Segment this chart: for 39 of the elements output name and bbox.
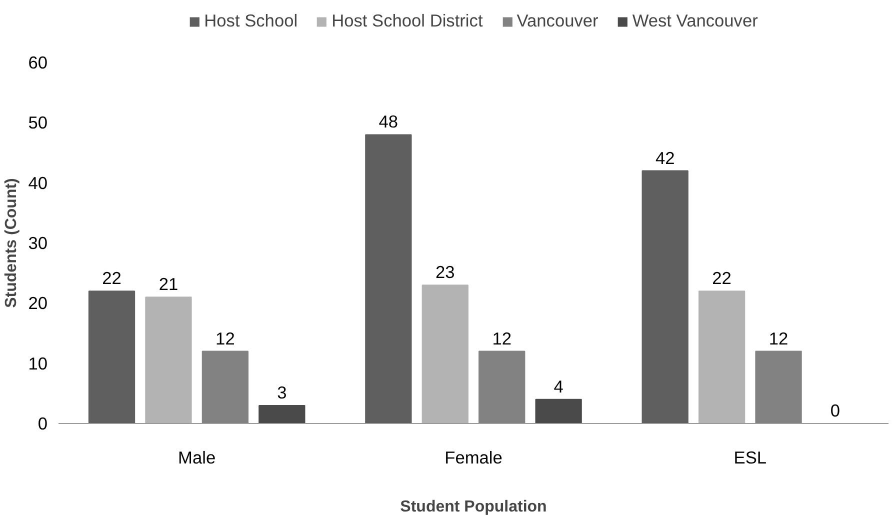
data-label: 22: [102, 268, 122, 288]
bar: [202, 350, 249, 424]
data-label: 23: [436, 262, 455, 282]
bar: [145, 296, 192, 424]
bar: [258, 404, 306, 424]
legend-label: Vancouver: [516, 10, 598, 32]
y-tick-label: 30: [28, 233, 48, 253]
y-tick-label: 50: [28, 112, 48, 133]
legend-label: Host School: [204, 10, 298, 32]
bar: [535, 398, 582, 424]
bar: [88, 290, 136, 424]
legend-label: Host School District: [332, 10, 483, 32]
data-label: 4: [554, 376, 564, 396]
data-label: 12: [492, 328, 512, 348]
x-tick-label: Female: [444, 448, 502, 468]
y-tick-label: 0: [38, 414, 48, 434]
data-label: 3: [277, 382, 287, 402]
data-label: 12: [216, 328, 235, 348]
bar: [755, 350, 802, 424]
y-tick-label: 60: [28, 52, 48, 72]
y-tick-label: 40: [28, 172, 48, 193]
x-axis-title: Student Population: [400, 498, 547, 516]
data-label: 12: [768, 328, 788, 348]
bar: [698, 290, 746, 424]
bar: [422, 284, 468, 424]
data-label: 48: [378, 112, 398, 132]
bar: [365, 134, 412, 424]
x-tick-label: ESL: [734, 448, 767, 468]
bar: [642, 170, 688, 424]
y-axis-title: Students (Count): [3, 178, 20, 308]
data-label: 42: [655, 148, 675, 168]
x-tick-label: Male: [178, 448, 216, 468]
legend-label: West Vancouver: [632, 10, 758, 32]
data-label: 21: [158, 274, 178, 294]
bar: [478, 350, 526, 424]
y-tick-label: 10: [28, 353, 48, 374]
data-label: 0: [830, 400, 840, 420]
data-label: 22: [712, 268, 732, 288]
y-tick-label: 20: [28, 293, 48, 314]
